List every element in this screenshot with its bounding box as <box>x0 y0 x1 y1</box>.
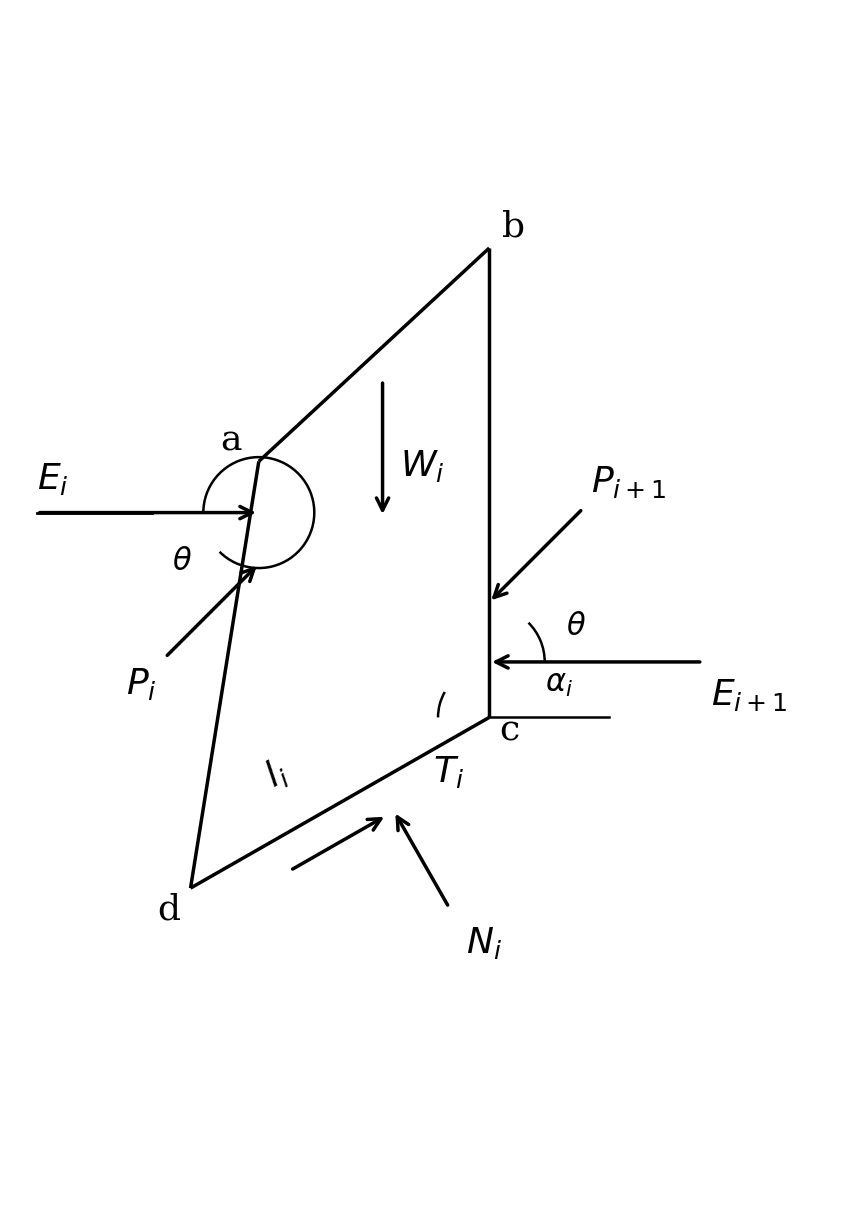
Text: $E_{i+1}$: $E_{i+1}$ <box>711 678 788 713</box>
Text: a: a <box>220 423 241 458</box>
Text: $P_i$: $P_i$ <box>126 665 156 702</box>
Text: $W_i$: $W_i$ <box>399 448 444 483</box>
Text: $\theta$: $\theta$ <box>172 546 192 576</box>
Text: $N_i$: $N_i$ <box>466 925 502 961</box>
Text: b: b <box>502 210 525 244</box>
Text: c: c <box>499 713 520 747</box>
Text: $\theta$: $\theta$ <box>566 611 586 641</box>
Text: $T_i$: $T_i$ <box>433 754 464 790</box>
Text: $P_{i+1}$: $P_{i+1}$ <box>591 464 667 501</box>
Text: d: d <box>157 893 180 926</box>
Text: $l_i$: $l_i$ <box>259 753 293 795</box>
Text: $E_i$: $E_i$ <box>37 461 69 497</box>
Text: $\alpha_i$: $\alpha_i$ <box>545 669 573 699</box>
